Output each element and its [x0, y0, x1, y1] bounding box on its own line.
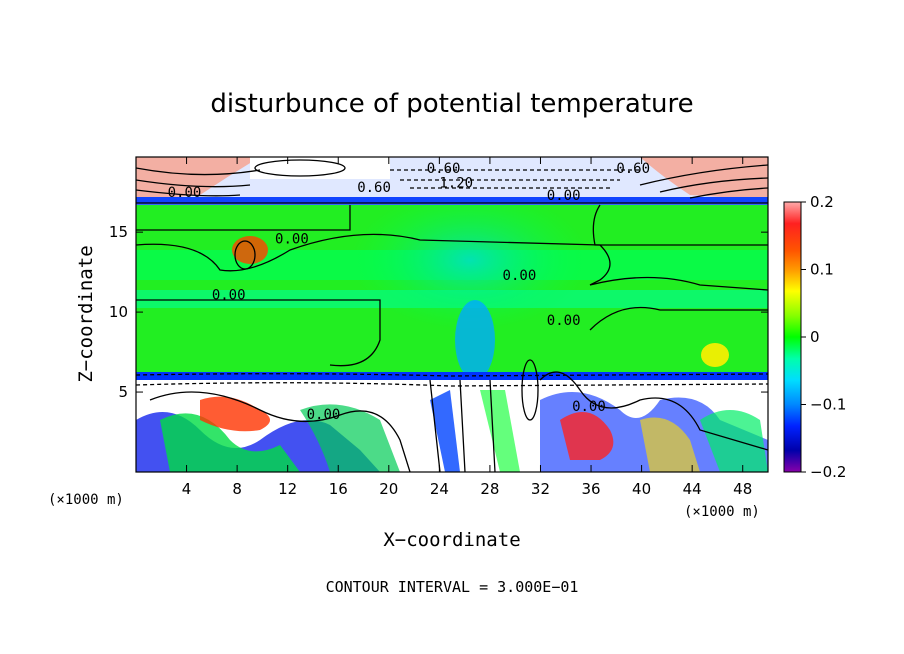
z-tick-label: 5: [118, 383, 128, 401]
field-lower-layer: [430, 390, 460, 472]
field-blob: [701, 343, 729, 367]
x-tick-label: 48: [733, 480, 752, 498]
x-axis: 4 8 12 16 20 24 28 32 36 40 44 48: [182, 157, 752, 498]
contour-label: 0.60: [427, 161, 461, 177]
colorbar-tick-label: 0.2: [810, 193, 834, 211]
x-tick-label: 20: [379, 480, 398, 498]
field-top-layer: [250, 157, 390, 179]
x-tick-label: 44: [683, 480, 702, 498]
contour-line: [254, 159, 346, 177]
contour-label-layer: 0.000.600.60 1.200.600.000.000.000.000.00…: [168, 161, 650, 423]
contour-line: [390, 169, 640, 189]
contour-label: 0.00: [168, 185, 202, 201]
field-lower-layer: [160, 413, 300, 472]
contour-label: 0.60: [616, 161, 650, 177]
z-axis-label: Z−coordinate: [75, 245, 97, 382]
contour-line: [592, 204, 768, 246]
contour-label: 0.00: [547, 313, 581, 329]
colorbar-tick-label: 0.1: [810, 261, 834, 279]
contour-line: [136, 382, 768, 387]
colorbar-tick-label: −0.1: [810, 396, 846, 414]
field-blob: [455, 300, 495, 380]
contour-label: 0.60: [357, 180, 391, 196]
field-lower-layer: [200, 396, 270, 432]
x-tick-label: 36: [581, 480, 600, 498]
contour-line: [234, 240, 256, 270]
x-tick-label: 8: [232, 480, 242, 498]
contour-line: [539, 371, 768, 451]
contour-line: [639, 164, 768, 199]
contour-label: 1.20: [439, 175, 473, 191]
colorbar-scale: [783, 201, 802, 473]
contour-line: [136, 233, 768, 291]
contour-label: 0.00: [212, 287, 246, 303]
contour-label: 0.00: [275, 231, 309, 247]
field-blob: [232, 236, 268, 264]
contour-line: [136, 299, 381, 367]
field-blob: [350, 190, 590, 330]
field-lower-layer: [480, 390, 520, 472]
contour-lines: [136, 159, 768, 472]
contour-label: 0.00: [547, 188, 581, 204]
contour-line: [136, 167, 261, 197]
x-tick-label: 16: [329, 480, 348, 498]
x-tick-label: 28: [480, 480, 499, 498]
x-unit-right-label: (×1000 m): [684, 504, 760, 520]
x-tick-label: 32: [531, 480, 550, 498]
contour-line: [136, 205, 351, 231]
contour-line: [149, 391, 411, 472]
x-tick-label: 12: [278, 480, 297, 498]
plot-area: 0.000.600.60 1.200.600.000.000.000.000.00…: [136, 157, 768, 472]
colorbar-tick-label: 0: [810, 328, 820, 346]
contour-label: 0.00: [572, 399, 606, 415]
x-axis-label: X−coordinate: [383, 529, 520, 551]
x-tick-label: 40: [632, 480, 651, 498]
contour-label: 0.00: [307, 407, 341, 423]
chart-title: disturbunce of potential temperature: [210, 89, 693, 119]
x-tick-label: 4: [182, 480, 192, 498]
field-top-layer: [136, 197, 768, 203]
z-axis: 5 10 15: [109, 223, 768, 401]
colorbar-tick-label: −0.2: [810, 463, 846, 481]
z-tick-label: 15: [109, 223, 128, 241]
contour-line: [589, 306, 768, 331]
field-lower-layer: [700, 410, 768, 472]
contour-line: [429, 379, 496, 472]
contour-interval-note: CONTOUR INTERVAL = 3.000E−01: [326, 578, 579, 596]
field-lower-layer: [560, 412, 614, 460]
x-tick-label: 24: [430, 480, 449, 498]
plot-frame: [135, 156, 769, 473]
colorbar-ticks: 0.2 0.1 0 −0.1 −0.2: [801, 193, 846, 481]
field-lower-layer: [640, 417, 700, 472]
contour-line: [521, 359, 539, 421]
contour-label: 0.00: [503, 268, 537, 284]
contour-line: [136, 373, 768, 377]
x-unit-left-label: (×1000 m): [48, 492, 124, 508]
z-tick-label: 10: [109, 303, 128, 321]
field-lower-layer: [300, 404, 400, 472]
field-top-layer: [136, 157, 260, 200]
colorbar: 0.2 0.1 0 −0.1 −0.2: [783, 193, 846, 481]
